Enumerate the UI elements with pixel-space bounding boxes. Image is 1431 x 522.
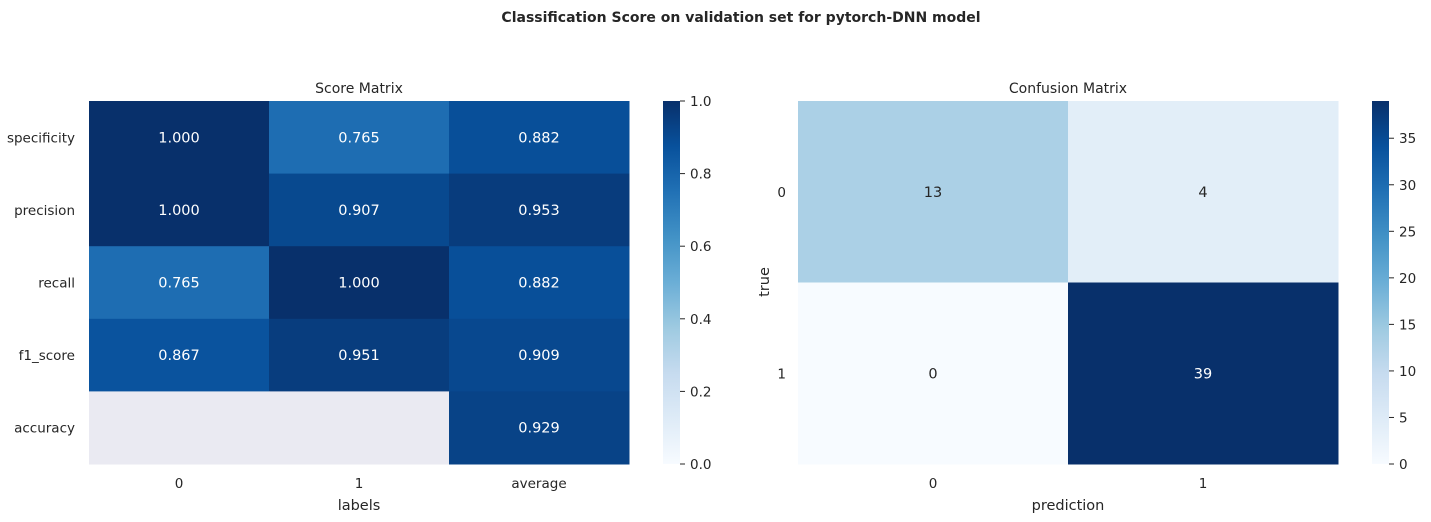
y-tick-label: f1_score: [19, 348, 75, 364]
score-matrix-xlabel: labels: [338, 498, 381, 514]
heatmap-cell-label: 0.867: [158, 348, 200, 364]
heatmap-cell-label: 0: [928, 366, 937, 382]
figure-suptitle: Classification Score on validation set f…: [501, 10, 980, 26]
heatmap-cell-label: 0.929: [518, 421, 560, 437]
score-matrix-title: Score Matrix: [315, 81, 403, 97]
heatmap-cell: [1068, 282, 1339, 465]
colorbar-tick-label: 1.0: [690, 94, 711, 110]
heatmap-cell: [449, 101, 630, 175]
colorbar-tick-label: 0: [1399, 457, 1408, 473]
heatmap-cell-label: 0.765: [338, 130, 380, 146]
colorbar-gradient: [1372, 101, 1389, 464]
heatmap-cell-label: 0.951: [338, 348, 380, 364]
y-tick-label: precision: [14, 203, 75, 219]
confusion-matrix-xlabel: prediction: [1032, 498, 1105, 514]
x-tick-label: 0: [175, 476, 184, 492]
colorbar-tick-label: 25: [1399, 224, 1416, 240]
heatmap-cell-label: 13: [924, 185, 942, 201]
heatmap-cell: [89, 391, 270, 465]
score-matrix-cells: 1.000 0.765 0.882 1.000 0.907 0.953 0.765 1.000…: [89, 101, 630, 465]
heatmap-cell-label: 0.882: [518, 130, 560, 146]
heatmap-cell-label: 1.000: [158, 203, 200, 219]
colorbar-tick-label: 10: [1399, 364, 1416, 380]
y-tick-label: specificity: [7, 130, 75, 146]
y-tick-label: recall: [38, 276, 75, 292]
heatmap-cell-label: 0.907: [338, 203, 380, 219]
x-tick-label: 1: [1199, 476, 1208, 492]
heatmap-cell: [269, 391, 450, 465]
heatmap-cell-label: 0.909: [518, 348, 560, 364]
heatmap-cell: [1068, 101, 1339, 283]
colorbar-tick-label: 30: [1399, 178, 1416, 194]
x-tick-label: 1: [355, 476, 364, 492]
colorbar-tick-label: 0.0: [690, 457, 711, 473]
colorbar-gradient: [663, 101, 680, 464]
heatmap-cell: [798, 282, 1069, 465]
heatmap-cell: [269, 101, 450, 175]
confusion-matrix-ticks: 0 1 0 1: [777, 185, 1207, 492]
heatmap-cell: [449, 318, 630, 392]
score-matrix-ticks: 0 1 average specificity precision recall f1_sc…: [7, 130, 567, 492]
heatmap-cell: [269, 173, 450, 247]
x-tick-label: average: [511, 476, 566, 492]
heatmap-cell: [269, 318, 450, 392]
colorbar-tick-label: 0.2: [690, 384, 711, 400]
x-tick-label: 0: [929, 476, 938, 492]
heatmap-cell: [89, 246, 270, 320]
colorbar-tick-label: 0.8: [690, 167, 711, 183]
y-tick-label: accuracy: [14, 421, 75, 437]
heatmap-cell-label: 0.953: [518, 203, 560, 219]
colorbar-tick-label: 15: [1399, 317, 1416, 333]
colorbar-tick-label: 35: [1399, 131, 1416, 147]
confusion-matrix-panel: Confusion Matrix 13 40 39 0 101 prediction …: [757, 81, 1416, 514]
heatmap-cell: [449, 246, 630, 320]
confusion-matrix-colorbar: 0 5 10 15 20 25 30 35: [1372, 101, 1416, 473]
confusion-matrix-cells: 13 4 0 39: [798, 101, 1339, 465]
score-matrix-colorbar: 0.0 0.2 0.4 0.6 0.8 1.0: [663, 94, 711, 473]
heatmap-cell: [449, 391, 630, 465]
colorbar-tick-label: 0.4: [690, 312, 711, 328]
heatmap-cell: [89, 173, 270, 247]
heatmap-cell: [89, 101, 270, 175]
colorbar-tick-label: 0.6: [690, 239, 711, 255]
colorbar-tick-label: 5: [1399, 410, 1408, 426]
heatmap-cell: [269, 246, 450, 320]
heatmap-cell-label: 1.000: [338, 276, 380, 292]
colorbar-tick-label: 20: [1399, 271, 1416, 287]
heatmap-cell: [89, 318, 270, 392]
score-matrix-panel: Score Matrix 1.000 0.765 0.882 1.000 0.907 0.…: [7, 81, 712, 514]
heatmap-cell-label: 1.000: [158, 130, 200, 146]
confusion-matrix-title: Confusion Matrix: [1009, 81, 1127, 97]
heatmap-cell-label: 0.765: [158, 276, 200, 292]
y-tick-label: 1: [777, 366, 786, 382]
heatmap-cell: [449, 173, 630, 247]
heatmap-cell-label: 0.882: [518, 276, 560, 292]
heatmap-cell-label: 39: [1194, 366, 1212, 382]
confusion-matrix-ylabel: true: [757, 267, 773, 297]
y-tick-label: 0: [777, 185, 786, 201]
heatmap-cell: [798, 101, 1069, 283]
heatmap-cell-label: 4: [1198, 185, 1207, 201]
